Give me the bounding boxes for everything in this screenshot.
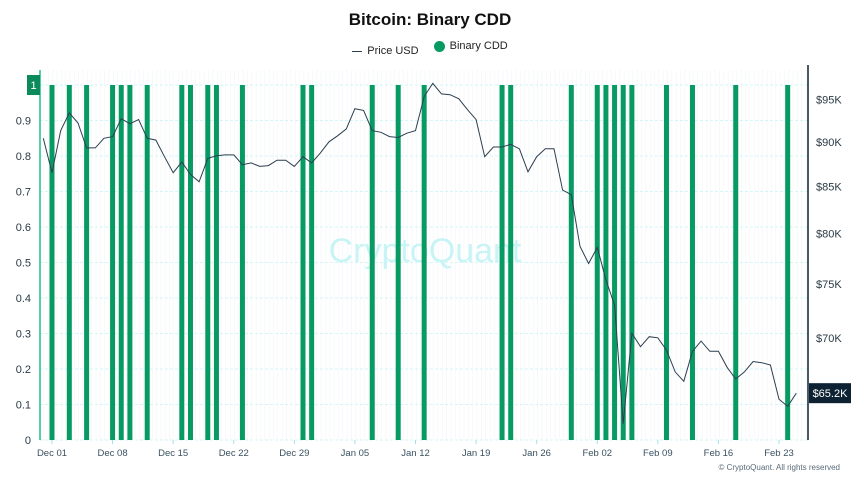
cdd-bar bbox=[620, 85, 626, 440]
left-tick-label: 0.3 bbox=[16, 329, 31, 341]
right-tick-label: $80K bbox=[816, 229, 842, 241]
cdd-bar bbox=[84, 85, 90, 440]
left-tick-label: 0.4 bbox=[16, 293, 31, 305]
right-tick-label: $85K bbox=[816, 181, 842, 193]
left-tick-label: 0.9 bbox=[16, 116, 31, 128]
x-tick-label: Dec 29 bbox=[279, 448, 309, 459]
cdd-bar bbox=[127, 85, 133, 440]
x-tick-label: Dec 15 bbox=[158, 448, 188, 459]
cdd-bar bbox=[110, 85, 116, 440]
cdd-bar bbox=[239, 85, 245, 440]
last-price-label: $65.2K bbox=[813, 388, 849, 400]
left-tick-label: 0.1 bbox=[16, 400, 31, 412]
legend-label-price: Price USD bbox=[367, 45, 419, 57]
cdd-bar bbox=[179, 85, 185, 440]
right-tick-label: $70K bbox=[816, 333, 842, 345]
x-tick-label: Jan 26 bbox=[522, 448, 551, 459]
right-tick-label: $75K bbox=[816, 279, 842, 291]
x-tick-label: Feb 16 bbox=[704, 448, 734, 459]
cdd-bar bbox=[66, 85, 72, 440]
cdd-bar bbox=[733, 85, 739, 440]
last-price-badge bbox=[809, 383, 851, 404]
left-tick-label: 0.5 bbox=[16, 258, 31, 270]
left-tick-label: 0.8 bbox=[16, 151, 31, 163]
cdd-bar bbox=[49, 85, 55, 440]
cdd-bar bbox=[612, 85, 618, 440]
cdd-bar bbox=[395, 85, 401, 440]
cdd-bar bbox=[213, 85, 219, 440]
legend: Price USD Binary CDD bbox=[0, 40, 860, 57]
max-value-badge bbox=[27, 75, 40, 95]
left-tick-label: 0.2 bbox=[16, 364, 31, 376]
x-tick-label: Feb 02 bbox=[582, 448, 612, 459]
line-swatch-icon bbox=[352, 50, 363, 52]
cdd-bar bbox=[369, 85, 375, 440]
x-tick-label: Feb 09 bbox=[643, 448, 673, 459]
x-tick-label: Feb 23 bbox=[764, 448, 794, 459]
x-tick-label: Jan 19 bbox=[462, 448, 491, 459]
cdd-bar bbox=[421, 85, 427, 440]
cdd-bar bbox=[629, 85, 635, 440]
cdd-bar bbox=[594, 85, 600, 440]
cdd-bar bbox=[568, 85, 574, 440]
x-tick-label: Dec 01 bbox=[37, 448, 67, 459]
cdd-bar bbox=[508, 85, 514, 440]
cdd-bar bbox=[664, 85, 670, 440]
right-tick-label: $90K bbox=[816, 137, 842, 149]
legend-item-binary-cdd[interactable]: Binary CDD bbox=[433, 40, 508, 52]
x-tick-label: Jan 05 bbox=[341, 448, 370, 459]
x-tick-label: Dec 08 bbox=[98, 448, 128, 459]
dot-swatch-icon bbox=[433, 40, 445, 52]
cdd-bar bbox=[689, 85, 695, 440]
cdd-bar bbox=[300, 85, 306, 440]
cdd-bar bbox=[187, 85, 193, 440]
cdd-bar bbox=[785, 85, 791, 440]
cdd-bar bbox=[499, 85, 505, 440]
cdd-bar bbox=[205, 85, 211, 440]
cdd-bar bbox=[118, 85, 124, 440]
cdd-bar bbox=[603, 85, 609, 440]
left-tick-label: 1 bbox=[30, 80, 36, 92]
cdd-bar bbox=[309, 85, 315, 440]
price-line bbox=[42, 82, 797, 424]
chart-title: Bitcoin: Binary CDD bbox=[348, 10, 512, 29]
copyright-footer: © CryptoQuant. All rights reserved bbox=[718, 463, 841, 472]
legend-item-price[interactable]: Price USD bbox=[352, 45, 419, 57]
legend-label-binary-cdd: Binary CDD bbox=[449, 40, 508, 52]
left-tick-label: 0 bbox=[25, 435, 31, 447]
left-tick-label: 0.6 bbox=[16, 222, 31, 234]
x-tick-label: Dec 22 bbox=[219, 448, 249, 459]
cdd-bar bbox=[144, 85, 150, 440]
right-tick-label: $95K bbox=[816, 95, 842, 107]
x-tick-label: Jan 12 bbox=[401, 448, 430, 459]
left-tick-label: 0.7 bbox=[16, 187, 31, 199]
